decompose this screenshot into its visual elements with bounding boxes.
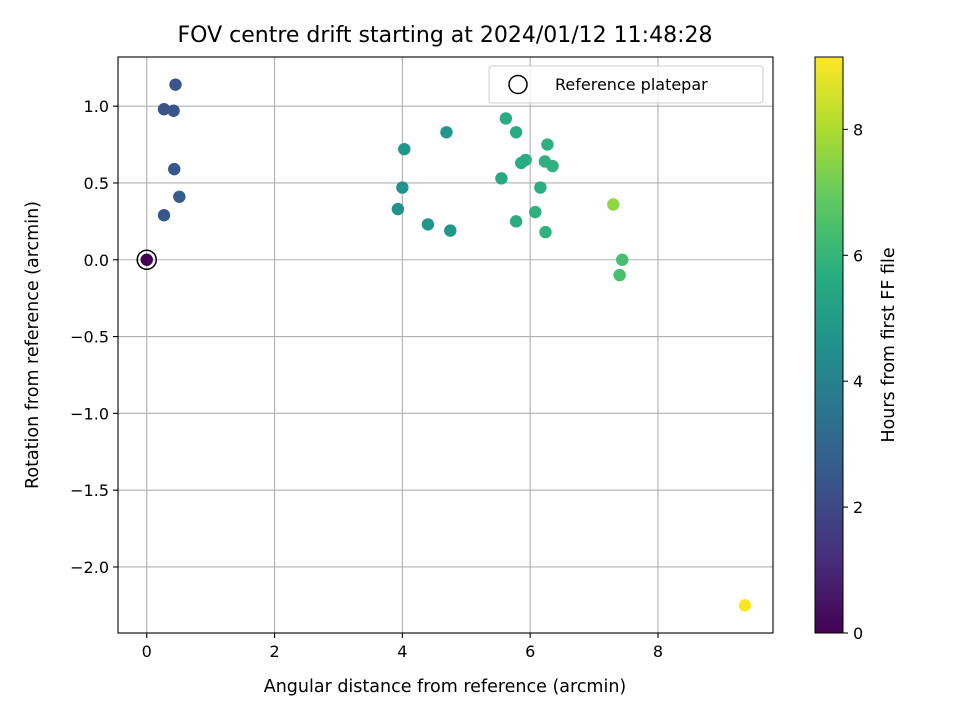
data-point	[140, 253, 153, 266]
data-point	[738, 599, 752, 612]
data-point	[607, 198, 620, 211]
x-axis-label: Angular distance from reference (arcmin)	[264, 677, 627, 697]
colorbar-tick-label: 4	[853, 372, 863, 391]
colorbar-label: Hours from first FF file	[879, 247, 899, 442]
legend-marker-icon	[508, 74, 528, 95]
data-points	[140, 78, 752, 612]
data-point	[541, 138, 554, 151]
data-point	[499, 112, 513, 125]
colorbar-tick-label: 8	[853, 120, 863, 139]
data-point	[615, 253, 629, 266]
legend-entry-reference-platepar: Reference platepar	[555, 75, 708, 94]
legend: Reference platepar	[488, 65, 764, 104]
data-point	[444, 224, 457, 237]
data-point	[167, 104, 180, 117]
colorbar-tick-label: 0	[853, 624, 863, 643]
x-tick-label: 2	[269, 642, 279, 661]
data-point	[613, 268, 626, 282]
reference-platepar-marker	[136, 249, 158, 271]
y-axis-label: Rotation from reference (arcmin)	[23, 201, 43, 489]
colorbar-ticks: 0 2 4 6 8	[843, 120, 863, 643]
reference-marker	[136, 249, 158, 271]
data-point	[509, 126, 523, 139]
y-tick-label: 0.0	[84, 251, 109, 270]
data-point	[168, 162, 181, 176]
data-point	[509, 215, 523, 228]
legend-box	[488, 65, 764, 104]
data-point	[157, 209, 171, 222]
data-point	[546, 159, 559, 173]
data-point	[421, 218, 435, 231]
y-tick-label: 1.0	[84, 97, 109, 116]
colorbar-tick-label: 2	[853, 498, 863, 517]
data-point	[391, 202, 405, 216]
colorbar-tick-label: 6	[853, 246, 863, 265]
x-axis-ticks: 0 2 4 6 8	[142, 633, 663, 661]
x-tick-label: 4	[397, 642, 407, 661]
chart-title: FOV centre drift starting at 2024/01/12 …	[178, 23, 713, 48]
y-axis-ticks: 1.0 0.5 0.0 −0.5 −1.0 −1.5 −2.0	[70, 97, 118, 577]
y-tick-label: −1.0	[70, 404, 109, 423]
y-tick-label: −1.5	[70, 481, 109, 500]
data-point	[534, 181, 547, 194]
x-tick-label: 0	[142, 642, 152, 661]
data-point	[495, 172, 508, 185]
data-point	[173, 190, 186, 203]
grid-lines	[118, 57, 773, 633]
y-tick-label: 0.5	[84, 174, 109, 193]
data-point	[515, 156, 528, 170]
data-point	[529, 205, 542, 219]
plot-frame	[117, 56, 774, 634]
data-point	[398, 142, 411, 156]
data-point	[539, 225, 552, 239]
data-point	[157, 103, 171, 116]
colorbar	[814, 56, 844, 634]
data-point	[396, 181, 409, 194]
x-tick-label: 8	[653, 642, 663, 661]
data-point	[440, 126, 453, 139]
y-tick-label: −0.5	[70, 328, 109, 347]
y-tick-label: −2.0	[70, 558, 109, 577]
data-point	[169, 78, 182, 91]
x-tick-label: 6	[525, 642, 535, 661]
